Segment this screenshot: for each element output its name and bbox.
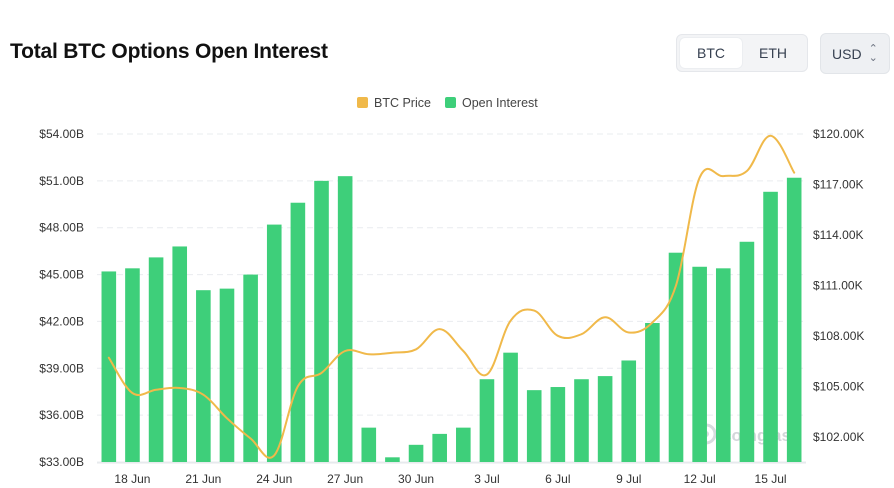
legend-item-btc-price[interactable]: BTC Price [357,96,431,110]
y-left-tick-label: $33.00B [39,455,84,469]
y-right-tick-label: $108.00K [813,329,864,343]
btc-price-line[interactable] [107,134,796,459]
legend-item-open-interest[interactable]: Open Interest [445,96,538,110]
x-tick-label: 6 Jul [545,472,570,486]
bar-open-interest[interactable] [385,457,400,462]
y-right-tick-label: $120.00K [813,127,864,141]
bar-open-interest[interactable] [763,191,778,463]
y-axis-right: $102.00K $105.00K $108.00K $111.00K $114.00K… [813,127,864,444]
bar-open-interest[interactable] [408,444,424,462]
y-left-tick-label: $36.00B [39,408,84,422]
y-right-tick-label: $105.00K [813,379,864,393]
bar-open-interest[interactable] [196,290,211,462]
bar-open-interest[interactable] [432,433,447,462]
bar-open-interest[interactable] [172,246,188,462]
bar-open-interest[interactable] [526,390,542,462]
legend-label-btc-price: BTC Price [374,96,431,110]
bar-open-interest[interactable] [456,427,471,462]
bar-open-interest[interactable] [148,257,164,462]
bar-open-interest[interactable] [290,202,306,462]
y-right-tick-label: $117.00K [813,177,864,191]
bar-open-interest[interactable] [503,352,518,462]
x-axis: 18 Jun 21 Jun 24 Jun 27 Jun 30 Jun 3 Jul 6 Jul… [97,462,806,486]
x-tick-label: 9 Jul [616,472,641,486]
up-down-chevron-icon: ⌃ ⌄ [868,42,878,64]
bar-open-interest[interactable] [597,376,613,462]
bar-open-interest[interactable] [645,322,660,462]
page-title: Total BTC Options Open Interest [10,40,328,63]
bar-open-interest[interactable] [715,268,731,462]
y-left-tick-label: $51.00B [39,174,84,188]
line-series-btc-price [107,134,796,459]
y-right-tick-label: $114.00K [813,228,864,242]
asset-toggle: BTC ETH [676,34,808,72]
bar-series-open-interest [101,176,802,463]
y-axis-left: $33.00B $36.00B $39.00B $42.00B $45.00B $48.0… [39,127,84,469]
x-tick-label: 18 Jun [114,472,150,486]
bar-open-interest[interactable] [550,387,566,462]
tab-eth[interactable]: ETH [759,45,787,61]
legend: BTC Price Open Interest [357,96,538,110]
x-tick-label: 27 Jun [327,472,363,486]
bar-open-interest[interactable] [361,427,377,462]
bar-open-interest[interactable] [101,271,117,462]
bar-open-interest[interactable] [243,274,258,462]
bar-open-interest[interactable] [479,379,495,462]
currency-select[interactable]: USD ⌃ ⌄ [820,33,890,74]
bar-open-interest[interactable] [739,241,755,462]
y-left-tick-label: $54.00B [39,127,84,141]
bar-open-interest[interactable] [668,252,684,462]
legend-label-open-interest: Open Interest [462,96,538,110]
x-tick-label: 24 Jun [256,472,292,486]
bar-open-interest[interactable] [337,176,353,462]
y-left-tick-label: $39.00B [39,361,84,375]
x-tick-label: 3 Jul [474,472,499,486]
tab-btc[interactable]: BTC [680,38,742,68]
bar-open-interest[interactable] [314,180,329,462]
bar-open-interest[interactable] [786,177,802,462]
bar-open-interest[interactable] [125,268,140,462]
x-tick-label: 21 Jun [185,472,221,486]
y-left-tick-label: $45.00B [39,268,84,282]
x-tick-label: 15 Jul [755,472,787,486]
x-tick-label: 12 Jul [684,472,716,486]
bar-open-interest[interactable] [219,288,235,462]
y-left-tick-label: $42.00B [39,314,84,328]
bar-open-interest[interactable] [266,224,282,462]
bar-open-interest[interactable] [621,360,637,462]
legend-swatch-open-interest [445,97,456,108]
y-right-tick-label: $102.00K [813,430,864,444]
currency-value: USD [832,45,862,62]
x-tick-label: 30 Jun [398,472,434,486]
y-left-tick-label: $48.00B [39,221,84,235]
bar-open-interest[interactable] [692,266,707,462]
y-right-tick-label: $111.00K [813,278,863,292]
legend-swatch-btc-price [357,97,368,108]
bar-open-interest[interactable] [574,379,589,462]
